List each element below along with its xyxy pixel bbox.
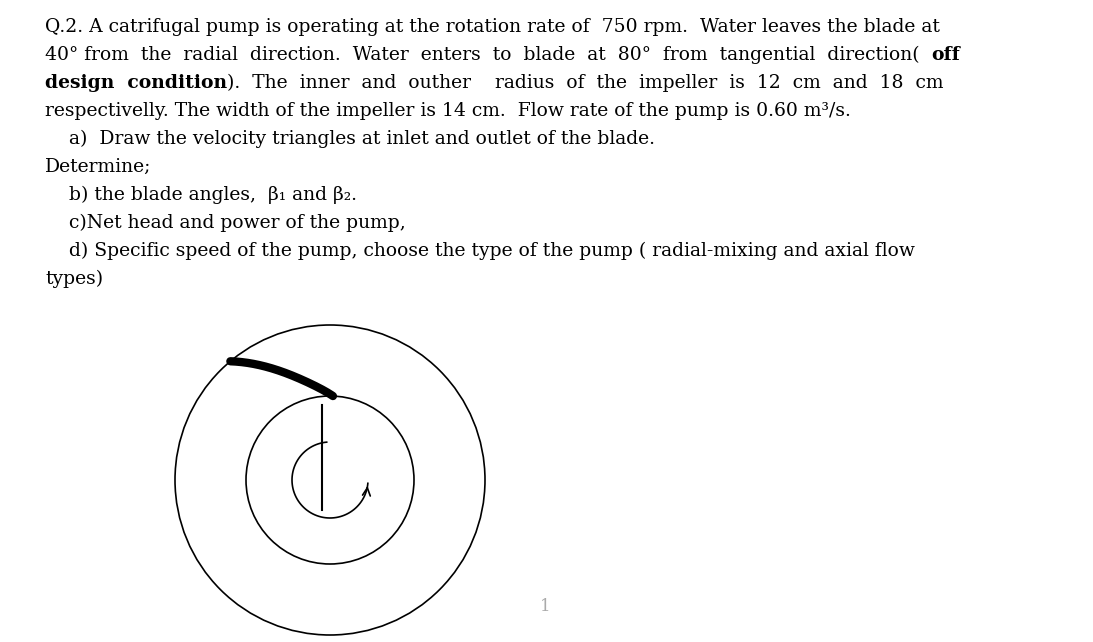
Text: respectivelly. The width of the impeller is 14 cm.  Flow rate of the pump is 0.6: respectivelly. The width of the impeller… <box>45 102 850 120</box>
Text: ).  The  inner  and  outher    radius  of  the  impeller  is  12  cm  and  18  c: ). The inner and outher radius of the im… <box>227 74 943 92</box>
Text: b) the blade angles,  β₁ and β₂.: b) the blade angles, β₁ and β₂. <box>45 186 357 204</box>
Text: 40° from  the  radial  direction.  Water  enters  to  blade  at  80°  from  tang: 40° from the radial direction. Water ent… <box>45 46 931 64</box>
Text: design  condition: design condition <box>45 74 227 92</box>
Text: 1: 1 <box>540 598 551 615</box>
Text: off: off <box>931 46 961 64</box>
Text: Determine;: Determine; <box>45 158 151 176</box>
Text: d) Specific speed of the pump, choose the type of the pump ( radial-mixing and a: d) Specific speed of the pump, choose th… <box>45 242 915 260</box>
Text: types): types) <box>45 270 103 288</box>
Text: c)Net head and power of the pump,: c)Net head and power of the pump, <box>45 214 406 232</box>
Text: a)  Draw the velocity triangles at inlet and outlet of the blade.: a) Draw the velocity triangles at inlet … <box>45 130 655 148</box>
Text: Q.2. A catrifugal pump is operating at the rotation rate of  750 rpm.  Water lea: Q.2. A catrifugal pump is operating at t… <box>45 18 940 36</box>
